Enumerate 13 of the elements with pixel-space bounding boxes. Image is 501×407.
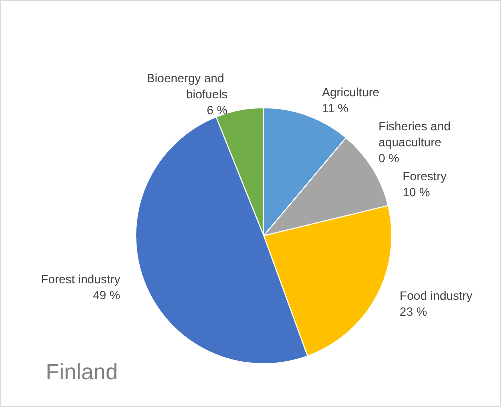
slice-label: Agriculture <box>322 86 380 100</box>
slice-label: Food industry <box>400 289 473 304</box>
slice-label: Forestry <box>402 170 447 184</box>
text: Finland <box>46 360 118 384</box>
slice-label: Bioenergy and biofuels <box>147 72 228 102</box>
data-label: 23 % <box>400 305 428 320</box>
category-label: Fisheries and aquaculture <box>378 120 451 150</box>
data-label: 49 % <box>93 288 121 302</box>
text: 0 % <box>378 152 400 166</box>
data-label: 6 % <box>207 104 228 118</box>
data-label: 10 % <box>402 186 431 200</box>
data-label: 11 % <box>322 102 350 116</box>
slice-label: Forest industry <box>41 272 120 286</box>
